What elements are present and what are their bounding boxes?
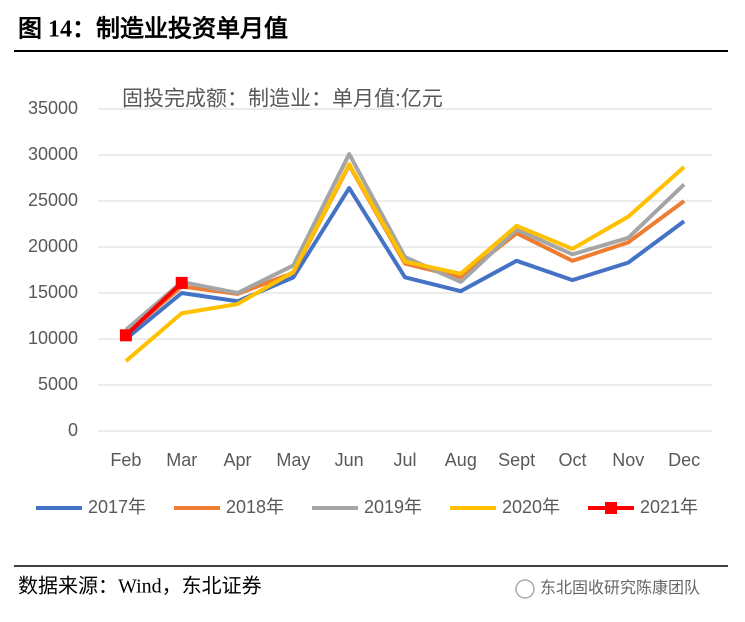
chart-title: 固投完成额：制造业：单月值:亿元 — [122, 88, 443, 111]
y-tick-label: 5000 — [38, 374, 78, 394]
legend-marker — [605, 502, 617, 514]
marker — [175, 276, 188, 289]
x-tick-label: Oct — [558, 450, 586, 470]
legend-label: 2020年 — [502, 497, 560, 517]
x-tick-label: Apr — [224, 450, 252, 470]
x-tick-label: May — [276, 450, 310, 470]
marker — [119, 329, 132, 342]
figure-title: 图 14：制造业投资单月值 — [18, 15, 288, 43]
y-tick-label: 0 — [68, 420, 78, 440]
x-tick-label: Jul — [393, 450, 416, 470]
legend-label: 2018年 — [226, 497, 284, 517]
y-tick-label: 30000 — [28, 144, 78, 164]
watermark: 东北固收研究陈康团队 — [540, 579, 700, 597]
legend-label: 2019年 — [364, 497, 422, 517]
y-tick-label: 15000 — [28, 282, 78, 302]
x-tick-label: Aug — [445, 450, 477, 470]
x-tick-label: Dec — [668, 450, 700, 470]
y-tick-label: 10000 — [28, 328, 78, 348]
series-line — [124, 186, 686, 341]
y-tick-label: 25000 — [28, 190, 78, 210]
y-tick-label: 20000 — [28, 236, 78, 256]
y-tick-label: 35000 — [28, 98, 78, 118]
series-line — [124, 281, 184, 337]
legend-label: 2021年 — [640, 497, 698, 517]
x-tick-label: Sept — [498, 450, 535, 470]
source: 数据来源：Wind，东北证券 — [18, 575, 262, 598]
x-tick-label: Jun — [335, 450, 364, 470]
series-line — [124, 152, 686, 332]
x-tick-label: Mar — [166, 450, 197, 470]
legend-label: 2017年 — [88, 497, 146, 517]
watermark-icon — [515, 579, 535, 599]
series-line — [124, 162, 686, 363]
x-tick-label: Feb — [110, 450, 141, 470]
x-tick-label: Nov — [612, 450, 644, 470]
